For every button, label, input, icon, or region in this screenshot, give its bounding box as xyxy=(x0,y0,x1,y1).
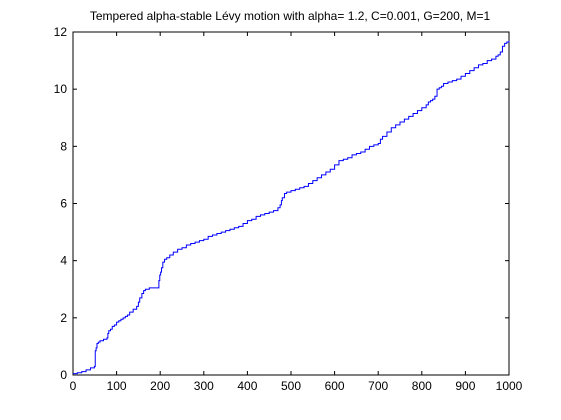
x-tick-label: 400 xyxy=(237,379,257,393)
x-tick-label: 800 xyxy=(412,379,432,393)
x-tick-label: 500 xyxy=(281,379,301,393)
y-tick-label: 2 xyxy=(60,311,67,325)
series-line xyxy=(73,40,510,375)
chart-title: Tempered alpha-stable Lévy motion with a… xyxy=(90,9,491,23)
y-tick-label: 6 xyxy=(60,197,67,211)
x-tick-label: 900 xyxy=(455,379,475,393)
x-tick-label: 600 xyxy=(325,379,345,393)
x-tick-label: 300 xyxy=(194,379,214,393)
x-tick-label: 100 xyxy=(107,379,127,393)
y-tick-label: 4 xyxy=(60,254,67,268)
y-tick-label: 12 xyxy=(54,25,68,39)
x-tick-label: 700 xyxy=(368,379,388,393)
series-layer xyxy=(73,40,510,375)
x-tick-label: 1000 xyxy=(496,379,523,393)
y-tick-label: 8 xyxy=(60,139,67,153)
x-tick-label: 0 xyxy=(70,379,77,393)
y-tick-label: 10 xyxy=(54,82,68,96)
plot-frame xyxy=(72,31,510,376)
y-tick-label: 0 xyxy=(60,368,67,382)
x-tick-label: 200 xyxy=(150,379,170,393)
x-axis: 0 100 200 300 400 500 600 700 800 900 1000 xyxy=(70,32,523,393)
y-axis: 0 2 4 6 8 10 12 xyxy=(54,25,509,382)
